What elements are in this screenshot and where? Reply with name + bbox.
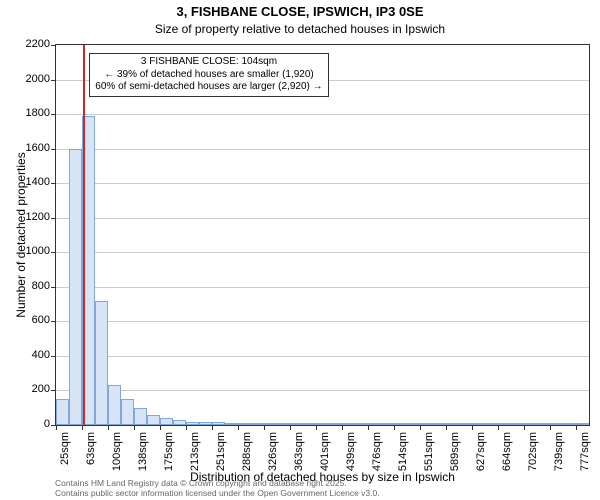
histogram-bar	[355, 423, 368, 425]
x-tick-mark	[56, 425, 57, 430]
y-tick-label: 0	[6, 418, 50, 430]
histogram-bar	[459, 423, 472, 425]
y-tick-label: 1800	[6, 107, 50, 119]
y-tick-label: 1200	[6, 211, 50, 223]
y-tick-label: 1400	[6, 176, 50, 188]
x-tick-mark	[160, 425, 161, 430]
histogram-bar	[108, 385, 121, 425]
histogram-bar	[368, 423, 381, 425]
histogram-bar	[303, 423, 316, 425]
histogram-bar	[446, 423, 459, 425]
footer-line2: Contains public sector information licen…	[55, 489, 380, 498]
y-tick-mark	[51, 45, 56, 46]
annotation-line3: 60% of semi-detached houses are larger (…	[95, 81, 322, 94]
annotation-line2: ← 39% of detached houses are smaller (1,…	[95, 69, 322, 82]
x-tick-mark	[472, 425, 473, 430]
y-tick-mark	[51, 80, 56, 81]
x-tick-mark	[186, 425, 187, 430]
x-tick-mark	[394, 425, 395, 430]
histogram-bar	[95, 301, 108, 425]
x-tick-mark	[420, 425, 421, 430]
y-tick-mark	[51, 252, 56, 253]
plot-area: 3 FISHBANE CLOSE: 104sqm ← 39% of detach…	[55, 44, 590, 426]
annotation-line1: 3 FISHBANE CLOSE: 104sqm	[95, 56, 322, 69]
histogram-bar	[407, 423, 420, 425]
histogram-bar	[576, 423, 589, 425]
histogram-bar	[498, 423, 511, 425]
x-tick-mark	[550, 425, 551, 430]
x-tick-mark	[498, 425, 499, 430]
histogram-bar	[420, 423, 433, 425]
histogram-bar	[290, 423, 303, 425]
x-tick-mark	[82, 425, 83, 430]
x-tick-mark	[524, 425, 525, 430]
y-tick-mark	[51, 390, 56, 391]
histogram-bar	[485, 423, 498, 425]
x-tick-mark	[134, 425, 135, 430]
y-tick-label: 2200	[6, 38, 50, 50]
chart-root: 3, FISHBANE CLOSE, IPSWICH, IP3 0SE Size…	[0, 0, 600, 500]
chart-title-line2: Size of property relative to detached ho…	[0, 22, 600, 36]
annotation-box: 3 FISHBANE CLOSE: 104sqm ← 39% of detach…	[89, 53, 328, 97]
y-tick-mark	[51, 149, 56, 150]
histogram-bar	[277, 423, 290, 425]
histogram-bar	[147, 415, 160, 425]
histogram-bar	[264, 423, 277, 425]
y-tick-label: 800	[6, 280, 50, 292]
histogram-bar	[394, 423, 407, 425]
histogram-bar	[511, 423, 524, 425]
histogram-bar	[472, 423, 485, 425]
histogram-bar	[251, 423, 264, 425]
y-tick-mark	[51, 218, 56, 219]
histogram-bar	[134, 408, 147, 425]
histogram-bar	[537, 423, 550, 425]
chart-title-line1: 3, FISHBANE CLOSE, IPSWICH, IP3 0SE	[0, 4, 600, 19]
x-tick-mark	[212, 425, 213, 430]
histogram-bar	[199, 422, 212, 425]
histogram-bar	[121, 399, 134, 425]
x-tick-mark	[264, 425, 265, 430]
y-axis-label: Number of detached properties	[14, 44, 28, 426]
histogram-bar	[238, 423, 251, 425]
x-tick-mark	[290, 425, 291, 430]
histogram-bar	[160, 418, 173, 425]
y-tick-label: 1000	[6, 245, 50, 257]
y-tick-mark	[51, 287, 56, 288]
histogram-bar	[173, 420, 186, 425]
histogram-bar	[186, 422, 199, 425]
histogram-bar	[212, 422, 225, 425]
marker-line	[83, 45, 85, 425]
footer-attribution: Contains HM Land Registry data © Crown c…	[55, 479, 380, 498]
y-tick-label: 200	[6, 383, 50, 395]
histogram-bar	[550, 423, 563, 425]
y-tick-label: 2000	[6, 73, 50, 85]
y-tick-label: 600	[6, 314, 50, 326]
histogram-bar	[316, 423, 329, 425]
histogram-bar	[381, 423, 394, 425]
x-tick-mark	[446, 425, 447, 430]
y-tick-mark	[51, 321, 56, 322]
histogram-bar	[329, 423, 342, 425]
histogram-bar	[342, 423, 355, 425]
x-tick-mark	[576, 425, 577, 430]
histogram-bar	[225, 423, 238, 425]
y-tick-mark	[51, 114, 56, 115]
y-tick-mark	[51, 356, 56, 357]
x-tick-mark	[368, 425, 369, 430]
y-tick-mark	[51, 183, 56, 184]
x-tick-mark	[316, 425, 317, 430]
y-tick-label: 400	[6, 349, 50, 361]
histogram-bar	[56, 399, 69, 425]
y-tick-label: 1600	[6, 142, 50, 154]
histogram-bar	[433, 423, 446, 425]
x-tick-mark	[238, 425, 239, 430]
bars-container	[56, 45, 589, 425]
histogram-bar	[524, 423, 537, 425]
x-tick-mark	[342, 425, 343, 430]
histogram-bar	[563, 423, 576, 425]
x-tick-mark	[108, 425, 109, 430]
histogram-bar	[69, 149, 82, 425]
